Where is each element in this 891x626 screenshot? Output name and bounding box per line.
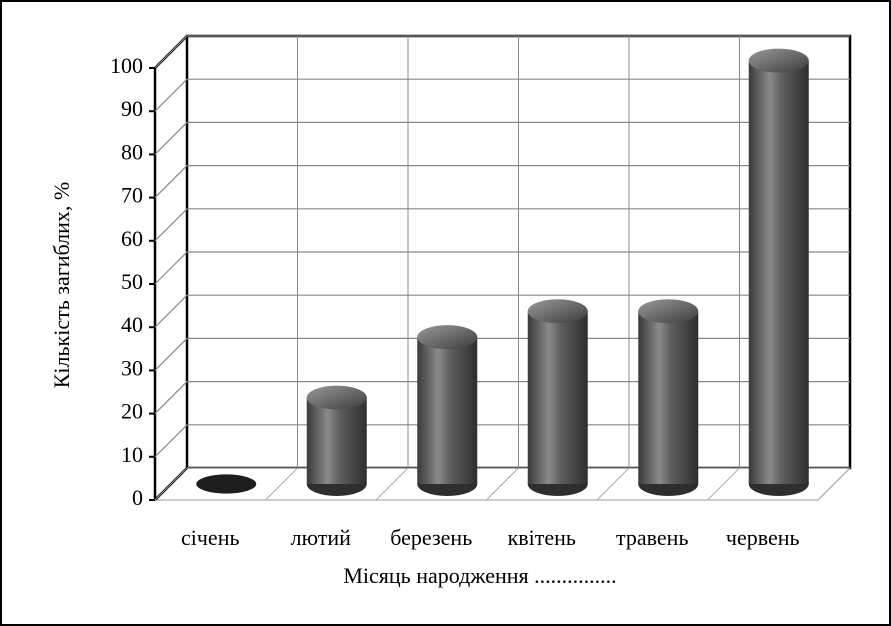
bar [196,474,257,494]
grid-line [154,78,850,112]
grid-line [154,381,850,415]
x-tick-label: квітень [508,525,576,550]
y-tick-label: 40 [121,312,143,337]
y-tick-label: 20 [121,399,143,424]
y-tick-label: 60 [121,226,143,251]
bar-cap [748,48,809,73]
bar-body [527,311,588,484]
bar-body [748,60,809,484]
y-tick-label: 30 [121,355,143,380]
bar-body [306,397,367,484]
x-axis-label: Місяць народження ............... [343,563,616,588]
bar-base [196,474,257,494]
y-tick-label: 100 [110,53,143,78]
y-tick-label: 0 [132,485,143,510]
y-tick-label: 50 [121,269,143,294]
bar [417,325,478,496]
floor-divider [596,467,630,501]
grid-line [154,208,850,242]
grid-line [154,294,850,328]
floor-divider [375,467,409,501]
bar-cap [417,325,478,350]
grid-line [154,337,850,371]
bar-cap [527,299,588,324]
bar [306,385,367,496]
bar-cap [638,299,699,324]
bar [638,299,699,496]
x-tick-label: травень [616,525,688,550]
y-tick-label: 80 [121,139,143,164]
grid-line [154,121,850,155]
grid-line [154,467,850,501]
y-tick-label: 70 [121,183,143,208]
floor-divider [707,467,740,501]
x-tick-label: червень [726,525,800,550]
grid-line [154,251,850,285]
grid-line [154,165,850,199]
bar-body [638,311,699,484]
bar-cap [306,385,367,410]
floor-divider [265,467,298,501]
bar-body [417,337,478,484]
x-tick-label: березень [390,525,472,550]
floor-divider [486,467,519,501]
bar [748,48,809,496]
bar [527,299,588,496]
grid-line [154,35,850,69]
grid-line [154,424,850,458]
x-tick-label: лютий [291,525,352,550]
y-tick-label: 10 [121,442,143,467]
y-tick-label: 90 [121,96,143,121]
x-tick-label: січень [181,525,240,550]
y-axis-label: Кількість загиблих, % [49,182,74,389]
